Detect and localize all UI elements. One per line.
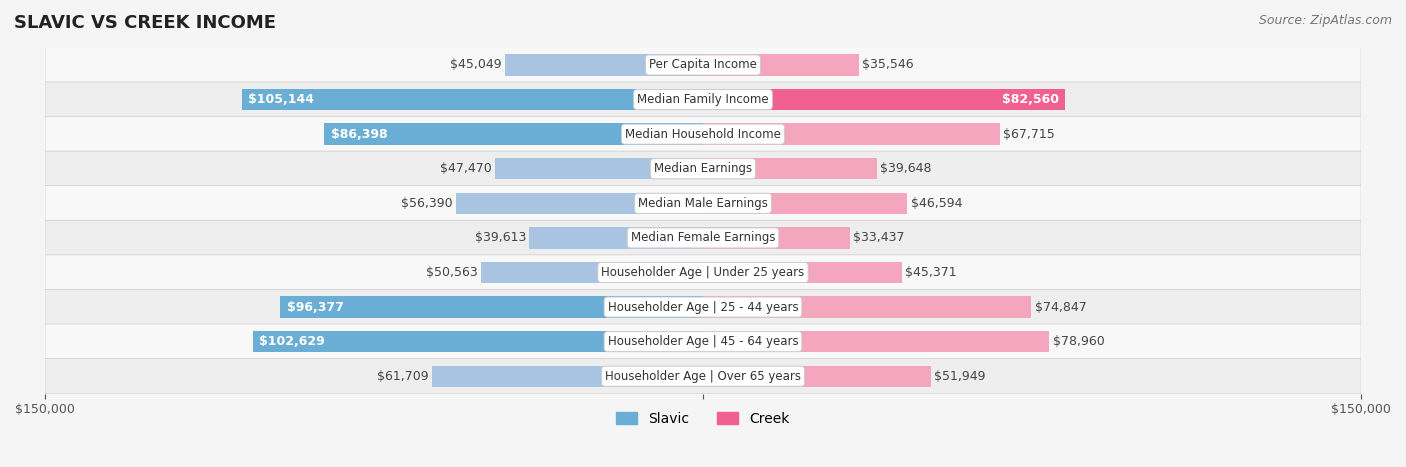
Bar xyxy=(481,262,703,283)
Bar xyxy=(703,89,1066,110)
FancyBboxPatch shape xyxy=(45,290,1361,325)
Bar xyxy=(703,54,859,76)
FancyBboxPatch shape xyxy=(45,47,1361,83)
Bar xyxy=(280,297,703,318)
Text: $45,371: $45,371 xyxy=(905,266,957,279)
FancyBboxPatch shape xyxy=(45,324,1361,359)
Text: Per Capita Income: Per Capita Income xyxy=(650,58,756,71)
Bar xyxy=(505,54,703,76)
Text: Median Female Earnings: Median Female Earnings xyxy=(631,231,775,244)
Bar xyxy=(703,192,907,214)
FancyBboxPatch shape xyxy=(45,186,1361,221)
Text: SLAVIC VS CREEK INCOME: SLAVIC VS CREEK INCOME xyxy=(14,14,276,32)
FancyBboxPatch shape xyxy=(45,116,1361,152)
Text: $74,847: $74,847 xyxy=(1035,301,1087,313)
Bar xyxy=(703,262,903,283)
Bar xyxy=(703,331,1049,353)
Text: $67,715: $67,715 xyxy=(1004,127,1054,141)
Bar xyxy=(242,89,703,110)
Text: Median Family Income: Median Family Income xyxy=(637,93,769,106)
Text: Median Household Income: Median Household Income xyxy=(626,127,780,141)
Text: $78,960: $78,960 xyxy=(1053,335,1105,348)
FancyBboxPatch shape xyxy=(45,82,1361,117)
Bar xyxy=(703,123,1000,145)
Bar xyxy=(456,192,703,214)
Text: $47,470: $47,470 xyxy=(440,162,492,175)
Text: $35,546: $35,546 xyxy=(862,58,914,71)
Text: Median Earnings: Median Earnings xyxy=(654,162,752,175)
Text: $82,560: $82,560 xyxy=(1001,93,1059,106)
Text: $46,594: $46,594 xyxy=(911,197,962,210)
Text: $61,709: $61,709 xyxy=(377,370,429,383)
Text: Householder Age | Under 25 years: Householder Age | Under 25 years xyxy=(602,266,804,279)
Text: $96,377: $96,377 xyxy=(287,301,343,313)
Bar xyxy=(529,227,703,248)
Bar xyxy=(703,158,877,179)
Text: $33,437: $33,437 xyxy=(853,231,904,244)
Text: Householder Age | Over 65 years: Householder Age | Over 65 years xyxy=(605,370,801,383)
Text: Source: ZipAtlas.com: Source: ZipAtlas.com xyxy=(1258,14,1392,27)
Bar xyxy=(253,331,703,353)
Text: $50,563: $50,563 xyxy=(426,266,478,279)
FancyBboxPatch shape xyxy=(45,359,1361,394)
Text: $51,949: $51,949 xyxy=(934,370,986,383)
Text: $102,629: $102,629 xyxy=(259,335,325,348)
Text: $39,648: $39,648 xyxy=(880,162,932,175)
Bar xyxy=(703,297,1032,318)
Text: Householder Age | 45 - 64 years: Householder Age | 45 - 64 years xyxy=(607,335,799,348)
Text: $56,390: $56,390 xyxy=(401,197,453,210)
FancyBboxPatch shape xyxy=(45,255,1361,290)
Bar xyxy=(703,227,849,248)
Text: $39,613: $39,613 xyxy=(475,231,526,244)
FancyBboxPatch shape xyxy=(45,220,1361,255)
Bar xyxy=(432,366,703,387)
Legend: Slavic, Creek: Slavic, Creek xyxy=(612,406,794,432)
Bar xyxy=(323,123,703,145)
Bar xyxy=(703,366,931,387)
Text: $45,049: $45,049 xyxy=(450,58,502,71)
FancyBboxPatch shape xyxy=(45,151,1361,186)
Text: Median Male Earnings: Median Male Earnings xyxy=(638,197,768,210)
Bar xyxy=(495,158,703,179)
Text: Householder Age | 25 - 44 years: Householder Age | 25 - 44 years xyxy=(607,301,799,313)
Text: $105,144: $105,144 xyxy=(249,93,315,106)
Text: $86,398: $86,398 xyxy=(330,127,387,141)
